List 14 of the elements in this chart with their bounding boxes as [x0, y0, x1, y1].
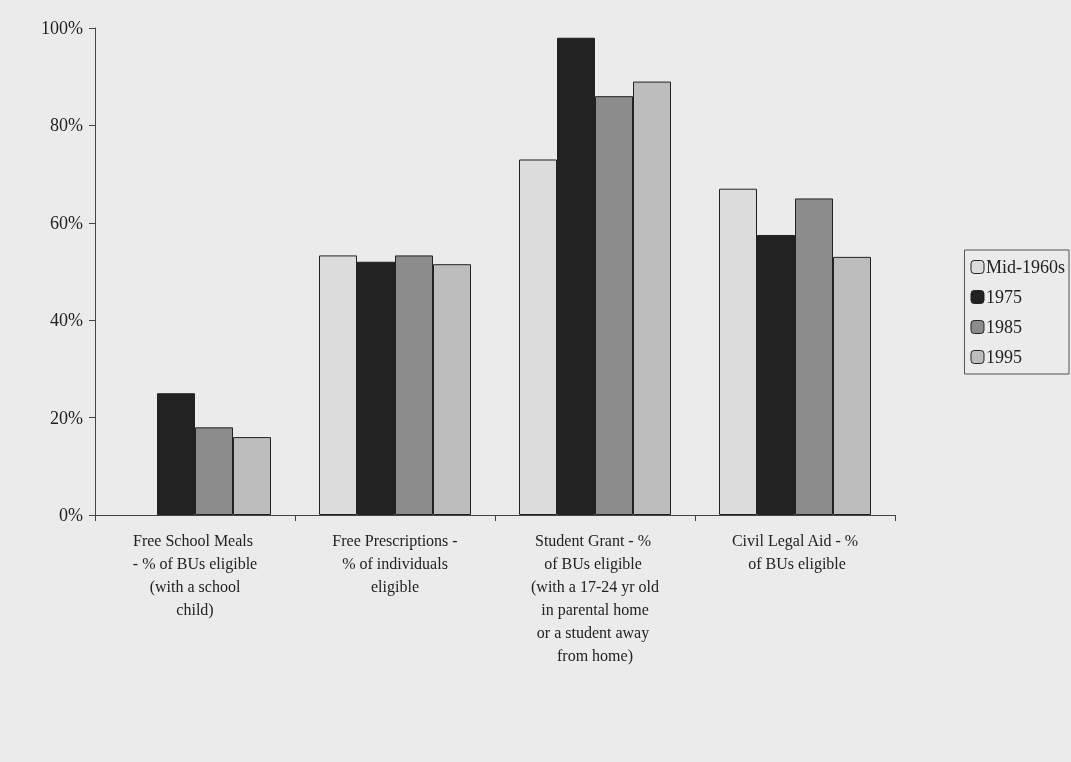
y-tick-label: 60% — [50, 212, 83, 233]
x-tick-label: Student Grant - % of BUs eligible (with a 17-24 yr old in parental home or a student away from home) — [531, 532, 659, 665]
x-tick-label: Free Prescriptions - % of individuals eligible — [332, 532, 458, 596]
x-tick-label: Civil Legal Aid - % of BUs eligible — [731, 532, 859, 573]
y-tick-label: 0% — [59, 505, 83, 525]
legend-label: 1985 — [986, 317, 1022, 337]
legend-label: 1975 — [986, 287, 1022, 307]
x-tick-label: Free School Meals - % of BUs eligible (with a school child) — [132, 532, 258, 619]
y-tick-label: 40% — [50, 310, 83, 331]
y-tick-label: 80% — [50, 115, 83, 136]
legend-label: Mid-1960s — [986, 257, 1066, 277]
y-tick-label: 20% — [50, 407, 83, 428]
y-tick-label: 100% — [41, 18, 83, 38]
legend-label: 1995 — [986, 347, 1022, 367]
